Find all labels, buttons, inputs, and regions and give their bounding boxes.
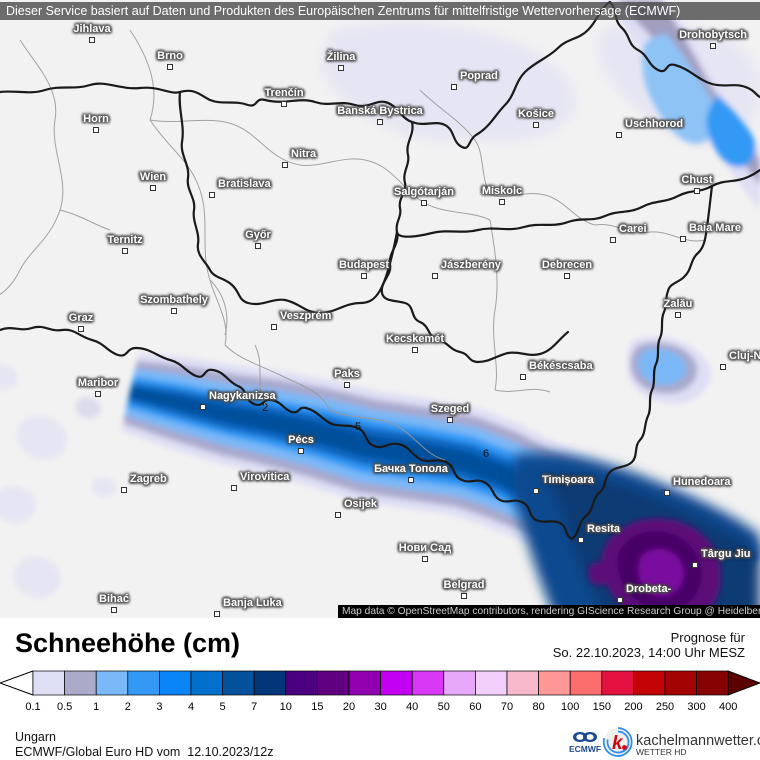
svg-text:ECMWF: ECMWF <box>569 744 601 754</box>
svg-text:6: 6 <box>483 448 489 460</box>
svg-text:WETTER HD: WETTER HD <box>636 747 687 757</box>
svg-text:k: k <box>612 733 624 754</box>
